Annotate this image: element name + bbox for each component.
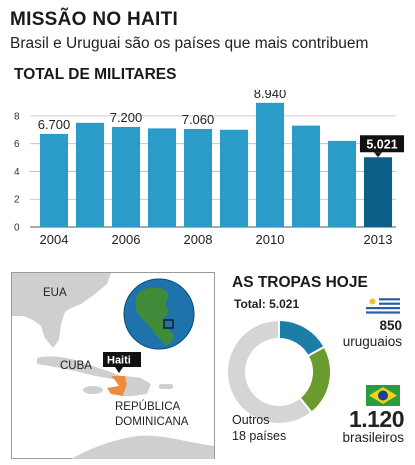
y-tick-label: 8 — [14, 111, 20, 122]
bar-2010 — [255, 102, 285, 227]
highlight-label-box — [359, 135, 405, 153]
dominican-republic-label-line1: REPÚBLICA — [115, 400, 181, 413]
usa-land — [12, 273, 111, 348]
dominican-republic-label-line2: DOMINICANA — [115, 416, 189, 428]
bar-2007 — [147, 128, 177, 227]
brazil-count: 1.120 — [348, 406, 405, 432]
bar-chart-title: TOTAL DE MILITARES — [14, 66, 177, 83]
others-label: Outros — [232, 413, 270, 427]
x-tick-label: 2010 — [256, 232, 285, 247]
x-tick-label: 2006 — [112, 232, 141, 247]
x-tick-label: 2004 — [40, 232, 69, 247]
bar-value-label: 7.200 — [110, 110, 143, 125]
page-subtitle: Brasil e Uruguai são os países que mais … — [10, 35, 369, 52]
usa-label: EUA — [43, 287, 67, 299]
haiti-land — [107, 376, 127, 396]
bar-2006 — [111, 127, 141, 227]
bar-2008 — [183, 128, 213, 227]
troops-donut-chart — [226, 318, 332, 425]
haiti-label: Haiti — [107, 355, 131, 367]
dominican-republic-land — [123, 376, 151, 396]
x-tick-label: 2008 — [184, 232, 213, 247]
bar-value-label: 5.021 — [366, 137, 397, 151]
south-america-land — [71, 435, 214, 459]
y-tick-label: 2 — [14, 195, 20, 206]
y-tick-label: 0 — [14, 223, 20, 234]
troops-total-label: Total: 5.021 — [234, 297, 300, 311]
cuba-land — [37, 356, 121, 380]
globe-americas-land — [135, 287, 174, 346]
bar-value-label: 6.700 — [38, 117, 71, 132]
jamaica-land — [83, 386, 103, 394]
bar-value-label: 7.060 — [182, 112, 215, 127]
bar-value-label: 8.940 — [254, 90, 287, 101]
highlight-label-pointer — [374, 152, 382, 158]
brazil-flag-icon — [366, 385, 400, 406]
bar-2013 — [363, 157, 393, 227]
page-title: MISSÃO NO HAITI — [10, 9, 179, 30]
donut-chart-title: AS TROPAS HOJE — [232, 274, 368, 291]
uruguay-count: 850 — [379, 318, 402, 333]
y-tick-label: 6 — [14, 139, 20, 150]
globe-locator-box — [163, 319, 174, 329]
bar-2012 — [327, 140, 357, 227]
bar-2011 — [291, 125, 321, 227]
bar-2005 — [75, 122, 105, 227]
bar-2004 — [39, 133, 69, 227]
donut-slice-others — [226, 318, 313, 425]
brazil-label: brasileiros — [342, 430, 404, 445]
caribbean-map: Haiti EUA CUBA REPÚBLICA DOMINICANA — [11, 272, 215, 459]
haiti-callout-box — [103, 352, 141, 367]
x-tick-label: 2013 — [364, 232, 393, 247]
puerto-rico-land — [159, 384, 173, 389]
uruguay-label: uruguaios — [342, 334, 402, 349]
military-bar-chart: 0 2 4 6 8 6.700 2004 7.200 2006 7.060 2008 8.940 201… — [14, 90, 405, 247]
cuba-label: CUBA — [60, 360, 92, 372]
bar-2009 — [219, 129, 249, 227]
others-sublabel: 18 países — [232, 429, 287, 443]
uruguay-flag-icon — [366, 296, 400, 316]
y-tick-label: 4 — [14, 167, 20, 178]
